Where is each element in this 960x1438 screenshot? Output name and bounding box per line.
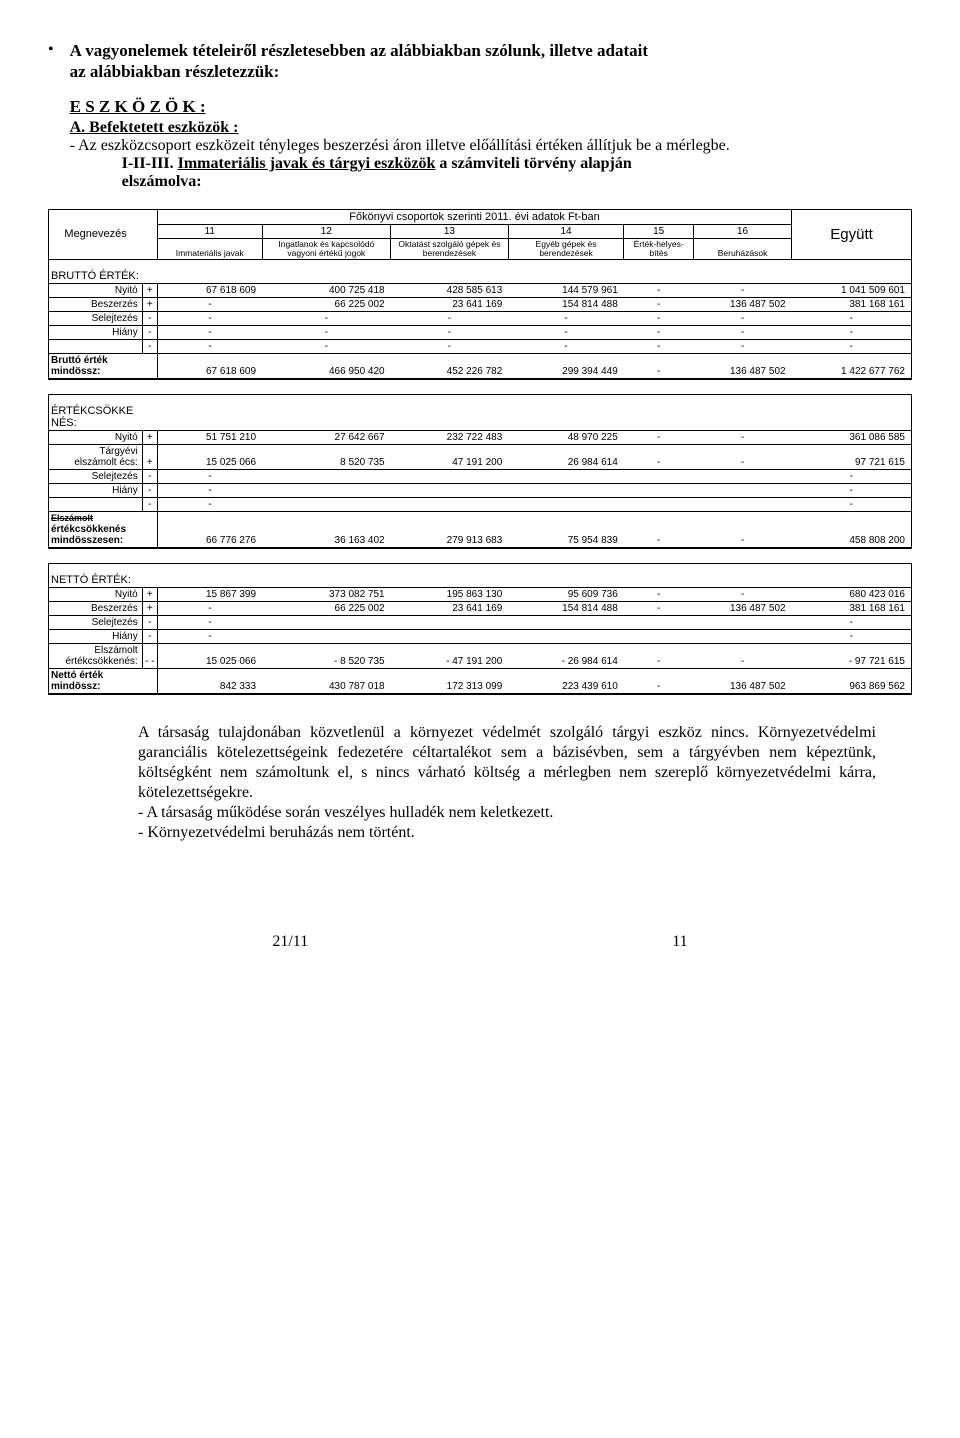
immat-tail1: a számviteli törvény alapján: [439, 155, 631, 172]
table-row: Nyitó + 67 618 609 400 725 418 428 585 6…: [49, 284, 912, 298]
netto-sum-row: Nettó érték mindössz: 842 333 430 787 01…: [49, 669, 912, 695]
intro-line1: A vagyonelemek tételeiről részletesebben…: [70, 40, 730, 61]
col-12: 12: [262, 224, 391, 238]
table-row: Beszerzés + - 66 225 002 23 641 169 154 …: [49, 298, 912, 312]
footer-center: 21/11: [272, 933, 308, 950]
table-row: Hiány - - - - - - - -: [49, 326, 912, 340]
table-row: Tárgyévi elszámolt écs: + 15 025 066 8 5…: [49, 445, 912, 470]
brutto-sum-row: Bruttó érték mindössz: 67 618 609 466 95…: [49, 354, 912, 380]
intro-line2: az alábbiakban részletezzük:: [70, 61, 730, 82]
table-row: Selejtezés - - -: [49, 616, 912, 630]
asset-table: Megnevezés Főkönyvi csoportok szerinti 2…: [48, 209, 912, 696]
befektetett-text: - Az eszközcsoport eszközeit tényleges b…: [70, 137, 730, 155]
coln-16: Beruházások: [694, 238, 792, 260]
table-row: Hiány - - -: [49, 484, 912, 498]
table-row: Beszerzés + - 66 225 002 23 641 169 154 …: [49, 602, 912, 616]
ecs-label: ÉRTÉKCSÖKKE NÉS:: [49, 395, 912, 431]
table-row: Elszámolt értékcsökkenés: - - 15 025 066…: [49, 644, 912, 669]
befektetett-label: A. Befektetett eszközök :: [70, 119, 239, 136]
table-row: - - -: [49, 498, 912, 512]
table-row: - - - - - - - -: [49, 340, 912, 354]
table-row: Selejtezés - - - - - - - -: [49, 312, 912, 326]
col-13: 13: [391, 224, 509, 238]
table-row: Hiány - - -: [49, 630, 912, 644]
coln-11: Immateriális javak: [157, 238, 262, 260]
coln-14: Egyéb gépek és berendezések: [508, 238, 624, 260]
col-11: 11: [157, 224, 262, 238]
immat-link: Immateriális javak és tárgyi eszközök: [178, 155, 436, 172]
eszkozok-title: E S Z K Ö Z Ö K :: [70, 97, 730, 117]
intro-block: • A vagyonelemek tételeiről részletesebb…: [48, 40, 912, 191]
megnevezes-header: Megnevezés: [49, 209, 143, 260]
egyutt-header: Együtt: [792, 209, 912, 260]
col-16: 16: [694, 224, 792, 238]
table-row: Nyitó + 51 751 210 27 642 667 232 722 48…: [49, 431, 912, 445]
col-15: 15: [624, 224, 694, 238]
immat-lead: I-II-III.: [122, 155, 174, 172]
coln-15: Érték-helyes-bítés: [624, 238, 694, 260]
footer-right: 11: [672, 933, 687, 951]
netto-label: NETTÓ ÉRTÉK:: [49, 564, 912, 588]
page-footer: 21/11 11: [48, 933, 912, 951]
brutto-label: BRUTTÓ ÉRTÉK:: [49, 260, 912, 284]
col-14: 14: [508, 224, 624, 238]
bullet-icon: •: [48, 40, 54, 191]
table-row: Nyitó + 15 867 399 373 082 751 195 863 1…: [49, 588, 912, 602]
immat-tail2: elszámolva:: [122, 173, 730, 191]
header-title: Főkönyvi csoportok szerinti 2011. évi ad…: [157, 209, 791, 224]
coln-13: Oktatást szolgáló gépek és berendezések: [391, 238, 509, 260]
table-row: Selejtezés - - -: [49, 470, 912, 484]
ecs-sum-row: Elszámolt értékcsökkenés mindösszesen: 6…: [49, 512, 912, 549]
env-paragraph: A társaság tulajdonában közvetlenül a kö…: [138, 723, 876, 843]
coln-12: Ingatlanok és kapcsolódó vagyoni értékű …: [262, 238, 391, 260]
